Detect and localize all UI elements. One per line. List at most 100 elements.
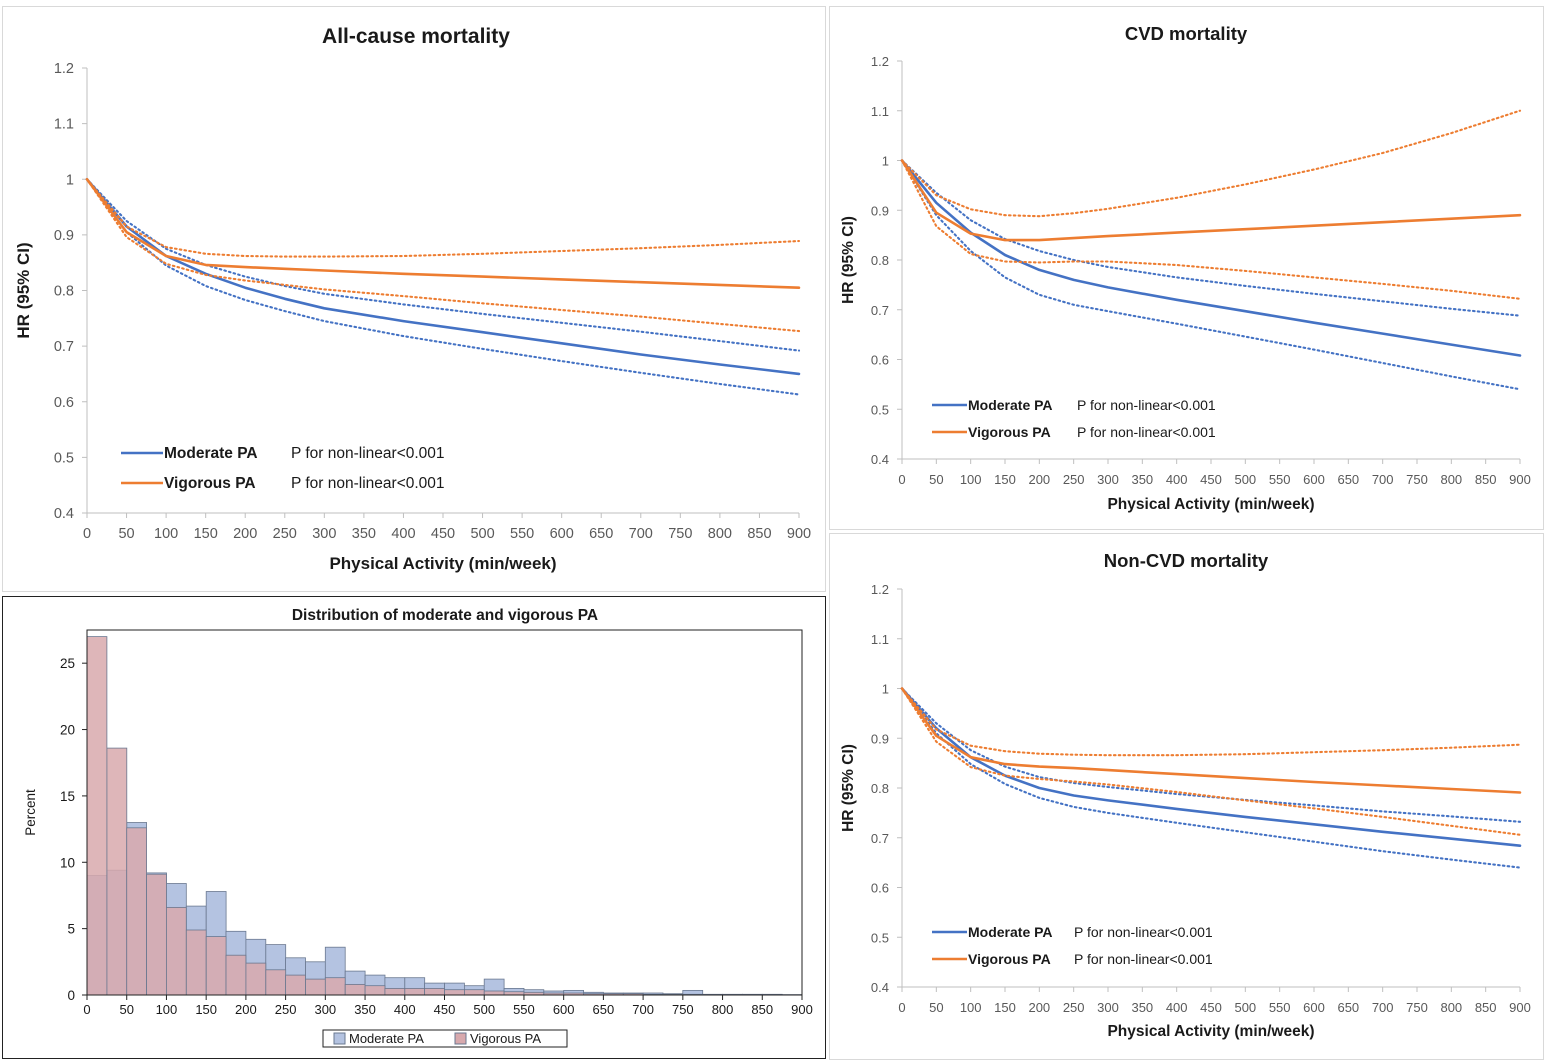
chart-title: All-cause mortality	[322, 25, 510, 48]
chart-title: Distribution of moderate and vigorous PA	[292, 607, 598, 624]
x-tick-label: 50	[119, 1002, 133, 1017]
y-tick-label: 1.2	[54, 61, 74, 77]
pa-distribution-plot: Distribution of moderate and vigorous PA…	[23, 607, 813, 1048]
x-tick-label: 150	[194, 526, 218, 542]
vigorous-histogram-bar	[86, 636, 108, 996]
x-tick-label: 50	[929, 1000, 943, 1015]
y-tick-label: 0.5	[871, 402, 889, 417]
cvd-mortality-plot: CVD mortality 0.4 0.5 0.6 0.7 0.8 0.9 1 1.1 1.2 0 5…	[840, 23, 1531, 513]
x-tick-label: 900	[787, 526, 811, 542]
x-tick-label: 250	[1063, 472, 1085, 487]
x-tick-label: 850	[1475, 1000, 1497, 1015]
y-tick-label: 0.5	[54, 450, 74, 466]
x-axis-label: Physical Activity (min/week)	[1107, 1023, 1314, 1040]
y-tick-label: 0.6	[871, 353, 889, 368]
y-tick-label: 1.1	[871, 632, 889, 647]
all-cause-mortality-plot: All-cause mortality 0.4 0.5 0.6 0.7 0.8 0.9 1 1.…	[14, 25, 811, 573]
x-tick-label: 150	[994, 472, 1016, 487]
y-axis-label: HR (95% CI)	[840, 744, 857, 832]
x-tick-label: 300	[312, 526, 336, 542]
legend-p-value-moderate: P for non-linear<0.001	[1077, 397, 1216, 413]
x-tick-label: 650	[1337, 1000, 1359, 1015]
vigorous-histogram-bar	[444, 989, 465, 996]
x-tick-label: 700	[1372, 472, 1394, 487]
legend-label-moderate: Moderate PA	[968, 924, 1053, 940]
y-axis-label: Percent	[23, 789, 38, 836]
vigorous-histogram-bar	[285, 974, 306, 996]
y-tick-label: 1	[66, 172, 74, 188]
y-tick-label: 0.6	[54, 395, 74, 411]
x-tick-label: 300	[1097, 1000, 1119, 1015]
y-tick-label: 0.7	[871, 831, 889, 846]
legend-label-vigorous: Vigorous PA	[164, 475, 256, 492]
x-tick-label: 500	[1234, 1000, 1256, 1015]
non-cvd-mortality-plot: Non-CVD mortality 0.4 0.5 0.6 0.7 0.8 0.9 1 1.1 1…	[840, 550, 1531, 1040]
moderate-upper-line	[900, 159, 1522, 317]
x-tick-label: 500	[470, 526, 494, 542]
y-tick-label: 0.7	[871, 303, 889, 318]
legend-p-value-vigorous: P for non-linear<0.001	[1074, 951, 1213, 967]
moderate-estimate-line	[900, 159, 1522, 357]
x-tick-label: 600	[553, 1002, 575, 1017]
x-tick-label: 600	[550, 526, 574, 542]
x-tick-label: 850	[751, 1002, 773, 1017]
x-tick-label: 750	[1406, 1000, 1428, 1015]
x-tick-label: 500	[1234, 472, 1256, 487]
x-tick-label: 100	[960, 472, 982, 487]
x-tick-label: 300	[1097, 472, 1119, 487]
x-axis-label: Physical Activity (min/week)	[329, 554, 556, 573]
y-tick-label: 1.2	[871, 582, 889, 597]
x-tick-label: 750	[1406, 472, 1428, 487]
x-tick-label: 550	[1269, 472, 1291, 487]
x-tick-label: 850	[1475, 472, 1497, 487]
moderate-upper-line	[900, 687, 1522, 823]
x-tick-label: 50	[929, 472, 943, 487]
vigorous-lower-line	[85, 178, 801, 333]
legend-box	[322, 1029, 568, 1048]
y-tick-label: 10	[60, 855, 75, 870]
x-tick-label: 550	[510, 526, 534, 542]
vigorous-histogram-bar	[265, 969, 287, 996]
x-tick-label: 400	[1166, 1000, 1188, 1015]
y-tick-label: 0.4	[871, 452, 889, 467]
legend-label-vigorous: Vigorous PA	[968, 424, 1051, 440]
vigorous-estimate-line	[900, 687, 1522, 794]
vigorous-lower-line	[900, 687, 1522, 836]
vigorous-estimate-line	[85, 178, 801, 290]
x-tick-label: 200	[233, 526, 257, 542]
chart-title: Non-CVD mortality	[1104, 550, 1269, 571]
vigorous-histogram-bar	[364, 985, 386, 996]
y-axis-label: HR (95% CI)	[14, 242, 33, 338]
vigorous-histogram-bar	[126, 827, 147, 996]
y-tick-label: 0.8	[871, 781, 889, 796]
vigorous-histogram-bar	[324, 977, 346, 996]
vigorous-histogram-bar	[404, 987, 426, 996]
x-tick-label: 0	[898, 472, 905, 487]
x-tick-label: 800	[712, 1002, 734, 1017]
y-tick-label: 0.4	[54, 506, 74, 522]
vigorous-histogram-bar	[463, 989, 485, 996]
legend-label-moderate: Moderate PA	[164, 445, 258, 462]
vigorous-histogram-bar	[205, 936, 227, 996]
x-tick-label: 700	[1372, 1000, 1394, 1015]
x-tick-label: 450	[1200, 472, 1222, 487]
y-tick-label: 0.9	[871, 731, 889, 746]
x-tick-label: 450	[1200, 1000, 1222, 1015]
y-tick-label: 20	[60, 723, 75, 738]
x-tick-label: 750	[668, 526, 692, 542]
legend-swatch-moderate	[333, 1032, 346, 1045]
cvd-mortality-chart: CVD mortality 0.4 0.5 0.6 0.7 0.8 0.9 1 1.1 1.2 0 5…	[829, 6, 1544, 530]
x-tick-label: 250	[1063, 1000, 1085, 1015]
x-tick-label: 350	[352, 526, 376, 542]
y-tick-label: 15	[60, 789, 75, 804]
vigorous-histogram-bar	[483, 990, 505, 996]
legend-label-vigorous: Vigorous PA	[968, 951, 1051, 967]
y-tick-label: 1.2	[871, 54, 889, 69]
x-tick-label: 550	[513, 1002, 535, 1017]
vigorous-lower-line	[900, 159, 1522, 300]
x-tick-label: 800	[708, 526, 732, 542]
vigorous-histogram-bar	[384, 987, 406, 996]
x-tick-label: 750	[672, 1002, 694, 1017]
x-tick-label: 250	[273, 526, 297, 542]
x-tick-label: 250	[275, 1002, 297, 1017]
